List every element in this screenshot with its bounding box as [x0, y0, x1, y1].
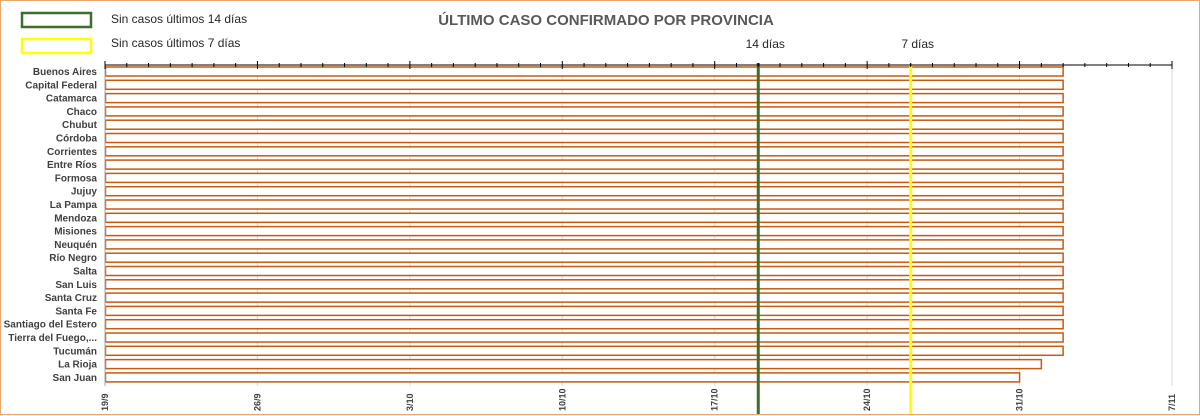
category-label-10: La Pampa — [50, 200, 98, 211]
category-label-5: Córdoba — [56, 134, 98, 145]
x-tick-label-2: 3/10 — [405, 393, 415, 411]
bar-2 — [104, 92, 1064, 104]
category-label-4: Chubut — [62, 120, 98, 131]
category-label-18: Santa Fe — [55, 306, 97, 317]
bar-21 — [104, 345, 1064, 357]
bar-13 — [104, 239, 1064, 250]
bar-10 — [104, 199, 1064, 210]
category-label-11: Mendoza — [54, 213, 97, 224]
category-label-15: Salta — [73, 267, 97, 278]
x-tick-label-4: 17/10 — [710, 388, 720, 411]
x-tick-label-6: 31/10 — [1015, 388, 1025, 411]
x-tick-label-1: 26/9 — [252, 393, 262, 411]
legend-label-14: Sin casos últimos 14 días — [111, 12, 247, 26]
bar-layer — [104, 66, 1064, 383]
x-tick-label-7: 7/11 — [1167, 394, 1177, 411]
category-label-8: Formosa — [55, 173, 98, 184]
reference-label-1: 7 días — [901, 37, 934, 51]
category-label-9: Jujuy — [71, 187, 98, 198]
bar-11 — [104, 212, 1064, 224]
reference-label-0: 14 días — [746, 37, 785, 51]
bar-1 — [104, 79, 1064, 91]
category-label-17: Santa Cruz — [45, 293, 97, 304]
legend-swatch-7 — [20, 37, 93, 55]
x-tick-label-5: 24/10 — [862, 388, 872, 411]
bar-15 — [104, 265, 1064, 277]
bar-8 — [104, 172, 1064, 184]
legend-swatch-14 — [20, 11, 93, 29]
bar-16 — [104, 279, 1064, 290]
grid-layer — [104, 65, 1173, 386]
category-label-1: Capital Federal — [25, 80, 97, 91]
bar-0 — [104, 66, 1064, 77]
bar-20 — [104, 332, 1064, 343]
category-label-16: San Luis — [55, 280, 97, 291]
x-axis: 19/9 26/9 3/10 10/10 17/10 24/10 31/10 7/11 — [100, 61, 1177, 411]
bar-18 — [104, 305, 1064, 317]
bar-5 — [104, 132, 1064, 144]
x-tick-label-0: 19/9 — [100, 393, 110, 411]
bar-17 — [104, 292, 1064, 303]
bar-12 — [104, 225, 1064, 237]
bar-6 — [104, 146, 1064, 157]
category-label-7: Entre Ríos — [47, 160, 97, 171]
legend-label-7: Sin casos últimos 7 días — [111, 36, 240, 50]
category-label-20: Tierra del Fuego,... — [8, 333, 97, 344]
category-label-2: Catamarca — [46, 94, 98, 105]
category-label-13: Neuquén — [54, 240, 97, 251]
category-label-12: Misiones — [54, 227, 97, 238]
category-labels: Buenos Aires Capital Federal Catamarca Chac… — [4, 67, 98, 384]
bar-19 — [104, 318, 1064, 330]
category-label-3: Chaco — [66, 107, 97, 118]
reference-lines: 14 días 7 días — [746, 37, 934, 414]
category-label-19: Santiago del Estero — [4, 320, 97, 331]
bar-4 — [104, 119, 1064, 130]
category-label-0: Buenos Aires — [33, 67, 98, 78]
bar-14 — [104, 252, 1064, 263]
bar-3 — [104, 106, 1064, 117]
bar-23 — [104, 372, 1021, 383]
chart-title: ÚLTIMO CASO CONFIRMADO POR PROVINCIA — [438, 11, 774, 29]
category-label-21: Tucumán — [53, 346, 97, 357]
bar-22 — [104, 358, 1043, 370]
x-tick-label-3: 10/10 — [557, 388, 567, 411]
bar-9 — [104, 185, 1064, 197]
category-label-23: San Juan — [53, 373, 97, 384]
category-label-22: La Rioja — [58, 360, 97, 371]
bar-7 — [104, 159, 1064, 170]
category-label-14: Río Negro — [49, 253, 97, 264]
category-label-6: Corrientes — [47, 147, 97, 158]
